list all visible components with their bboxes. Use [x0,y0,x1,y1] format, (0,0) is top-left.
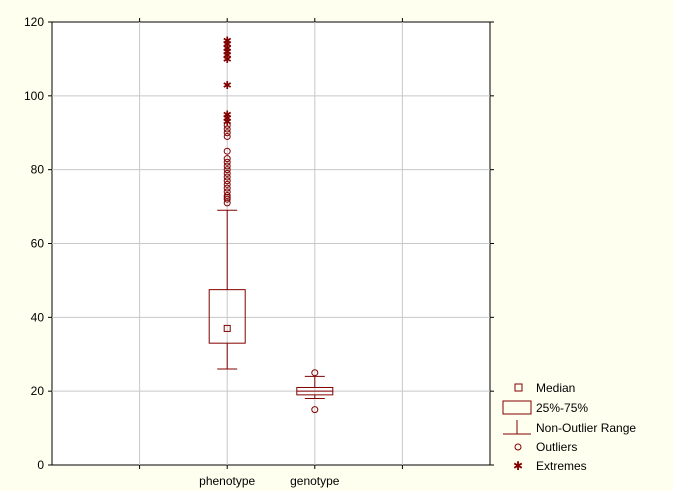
median-marker [223,324,231,332]
x-tick-label: phenotype [199,474,255,488]
outlier-point [311,406,319,414]
outlier-point [223,125,231,133]
outlier-point [223,162,231,170]
outlier-point [223,173,231,181]
legend: Median 25%-75% Non-Outlier Range Outlier… [502,381,636,473]
legend-median-label: Median [536,381,575,395]
outlier-point [223,180,231,188]
extreme-point: ✱ [223,35,232,47]
outlier-point [223,158,231,166]
outlier-point [223,166,231,174]
extreme-point: ✱ [223,43,232,55]
y-tick-label: 80 [31,163,45,177]
outlier-point [223,169,231,177]
x-axis: phenotype genotype [139,18,403,488]
y-tick-label: 100 [24,89,44,103]
y-tick-label: 120 [24,15,44,29]
extreme-point: ✱ [223,109,232,121]
outlier-point [223,132,231,140]
x-tick-label: genotype [290,474,340,488]
outlier-point [223,184,231,192]
outlier-point [223,177,231,185]
extreme-point: ✱ [223,117,232,129]
box-series: ✱✱✱✱✱✱✱✱✱✱ [208,35,334,414]
extreme-point: ✱ [223,80,232,92]
outlier-point [223,129,231,137]
y-axis: 0 20 40 60 80 100 120 [24,15,494,472]
iqr-box [208,289,246,344]
outlier-point [311,369,319,377]
legend-range-label: Non-Outlier Range [536,421,636,435]
outlier-point [223,155,231,163]
extreme-point: ✱ [223,39,232,51]
legend-extremes-label: Extremes [536,459,587,473]
legend-box-label: 25%-75% [536,401,588,415]
y-tick-label: 40 [31,310,45,324]
extreme-point: ✱ [223,54,232,66]
y-tick-label: 20 [31,384,45,398]
legend-outlier-marker [514,443,522,451]
outlier-point [223,121,231,129]
extreme-point: ✱ [223,50,232,62]
legend-extreme-marker: ✱ [513,459,523,473]
y-tick-label: 60 [31,237,45,251]
outlier-point [223,188,231,196]
extreme-point: ✱ [223,47,232,59]
legend-box-marker [502,400,532,415]
outlier-point [223,147,231,155]
legend-median-marker [514,383,523,392]
grid-lines [52,22,490,465]
outlier-point [223,192,231,200]
extreme-point: ✱ [223,113,232,125]
legend-outliers-label: Outliers [536,440,577,454]
y-tick-label: 0 [37,458,44,472]
outlier-point [223,195,231,203]
